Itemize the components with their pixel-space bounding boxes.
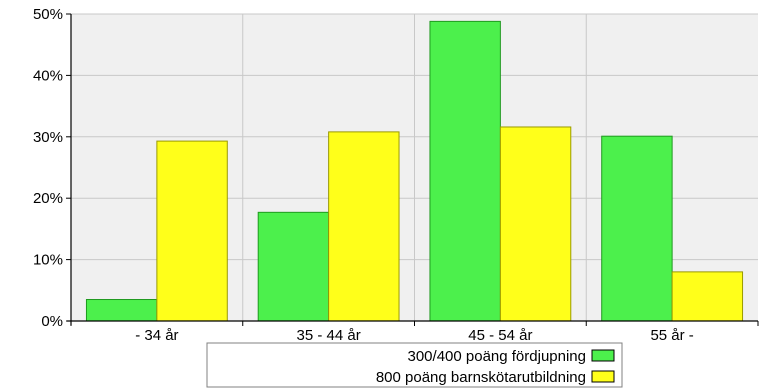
bar: [328, 131, 400, 322]
bar: [85, 299, 158, 322]
y-tick-label: 0%: [41, 313, 63, 330]
x-tick-label: - 34 år: [135, 327, 178, 344]
y-tick-label: 30%: [33, 129, 63, 146]
y-tick-label: 10%: [33, 252, 63, 269]
bar: [601, 135, 673, 322]
legend: [206, 342, 623, 388]
legend-swatch: [591, 370, 615, 383]
x-tick-label: 45 - 54 år: [468, 327, 532, 344]
x-tick-label: 55 år -: [650, 327, 693, 344]
bar: [429, 20, 501, 322]
bar: [156, 140, 228, 322]
bar: [499, 126, 572, 322]
y-tick-label: 50%: [33, 6, 63, 23]
legend-label: 800 poäng barnskötarutbildning: [376, 369, 586, 386]
bar: [257, 211, 330, 322]
legend-swatch: [591, 349, 615, 362]
legend-label: 300/400 poäng fördjupning: [408, 348, 587, 365]
x-tick-label: 35 - 44 år: [297, 327, 361, 344]
bar: [671, 271, 744, 322]
y-tick-label: 40%: [33, 67, 63, 84]
y-tick-label: 20%: [33, 190, 63, 207]
